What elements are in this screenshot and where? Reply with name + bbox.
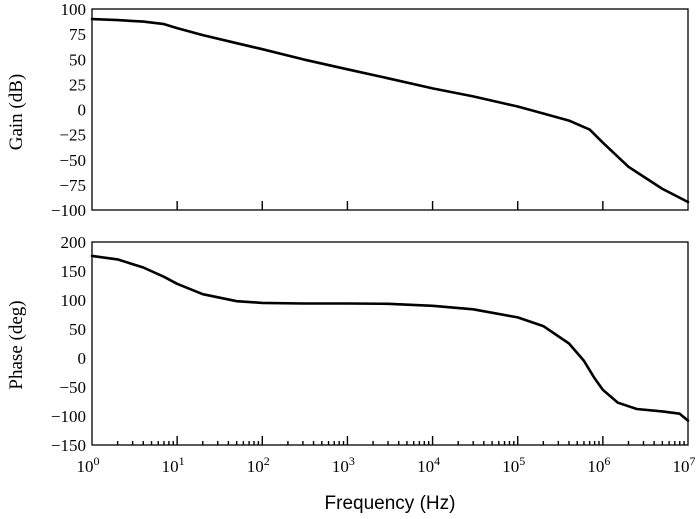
- x-tick-exponent: 5: [519, 454, 525, 468]
- x-tick-label: 105: [502, 454, 525, 476]
- x-tick-label: 107: [673, 454, 696, 476]
- y-tick-label: −100: [51, 407, 86, 426]
- x-tick-base: 10: [247, 457, 264, 476]
- x-tick-exponent: 7: [690, 454, 696, 468]
- gain-curve: [90, 17, 690, 204]
- x-tick-exponent: 1: [179, 454, 185, 468]
- x-tick-base: 10: [673, 457, 690, 476]
- x-tick-label: 100: [77, 454, 100, 476]
- gain-y-ticks: 100 75 50 25 0 −25 −50 −75 −100: [51, 0, 86, 220]
- phase-x-tick-marks: [116, 436, 685, 445]
- phase-plot-frame: [91, 241, 689, 446]
- x-tick-base: 10: [502, 457, 519, 476]
- phase-y-ticks: 200 150 100 50 0 −50 −100 −150: [51, 233, 86, 455]
- x-tick-base: 10: [587, 457, 604, 476]
- x-tick-base: 10: [332, 457, 349, 476]
- y-tick-label: 75: [69, 25, 86, 44]
- y-tick-label: −50: [59, 151, 86, 170]
- x-tick-label: 103: [332, 454, 355, 476]
- y-tick-label: 50: [69, 320, 86, 339]
- gain-plot-frame: [91, 8, 689, 211]
- y-tick-label: 150: [61, 262, 87, 281]
- y-tick-label: 0: [78, 349, 87, 368]
- y-tick-label: −25: [59, 126, 86, 145]
- gain-panel: Gain (dB) 100 75 50 25 0 −25 −50 −75 −100: [6, 0, 690, 220]
- frequency-tick-labels: 100 101 102 103 104 105 106 107: [77, 454, 696, 476]
- x-tick-exponent: 3: [349, 454, 355, 468]
- x-tick-label: 101: [162, 454, 185, 476]
- y-tick-label: −50: [59, 378, 86, 397]
- x-tick-base: 10: [162, 457, 179, 476]
- y-tick-label: 0: [78, 101, 87, 120]
- x-tick-exponent: 2: [264, 454, 270, 468]
- x-tick-base: 10: [77, 457, 94, 476]
- phase-curve: [90, 254, 690, 422]
- x-tick-label: 102: [247, 454, 270, 476]
- gain-x-tick-marks: [176, 201, 604, 210]
- y-tick-label: 100: [61, 0, 87, 19]
- phase-y-axis-label: Phase (deg): [6, 300, 27, 389]
- y-tick-label: −100: [51, 201, 86, 220]
- x-tick-label: 106: [587, 454, 610, 476]
- x-tick-base: 10: [417, 457, 434, 476]
- y-tick-label: 50: [69, 50, 86, 69]
- x-axis-label: Frequency (Hz): [325, 493, 456, 514]
- x-tick-label: 104: [417, 454, 440, 476]
- y-tick-label: 100: [61, 291, 87, 310]
- y-tick-label: 200: [61, 233, 87, 252]
- gain-y-axis-label: Gain (dB): [6, 74, 27, 151]
- y-tick-label: −150: [51, 436, 86, 455]
- x-tick-exponent: 0: [94, 454, 100, 468]
- x-tick-exponent: 6: [604, 454, 610, 468]
- y-tick-label: 25: [69, 75, 86, 94]
- y-tick-label: −75: [59, 176, 86, 195]
- x-tick-exponent: 4: [434, 454, 440, 468]
